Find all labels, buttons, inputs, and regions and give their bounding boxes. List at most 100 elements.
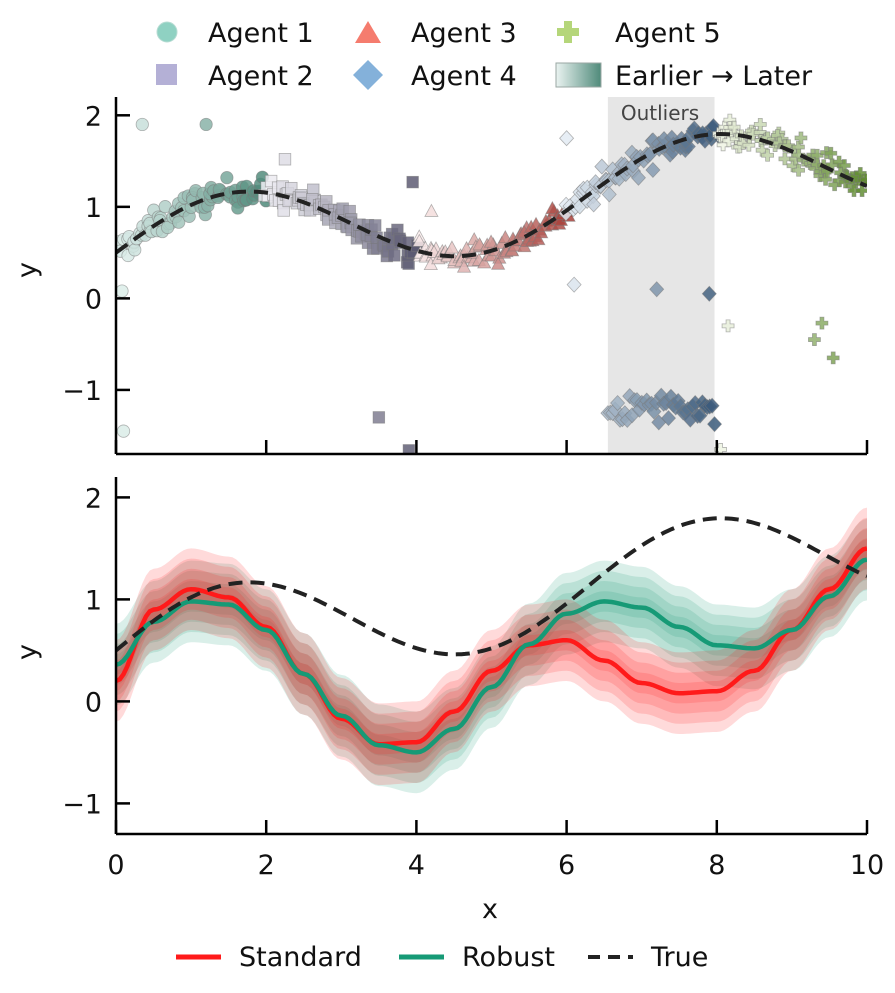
square-point xyxy=(372,411,386,424)
triangle-point xyxy=(477,255,492,269)
diamond-point xyxy=(610,394,626,412)
circle-point xyxy=(172,215,186,229)
triangle-point xyxy=(424,203,439,217)
triangle-point xyxy=(534,225,549,239)
square-point xyxy=(285,181,298,195)
diamond-point xyxy=(559,130,575,147)
outliers-label: Outliers xyxy=(621,101,699,125)
uncertainty-bands xyxy=(116,507,867,794)
plus-point xyxy=(808,333,821,346)
circle-point xyxy=(116,424,131,438)
plus-point xyxy=(855,184,867,197)
legend-label-agent-3: Agent 3 xyxy=(411,18,517,49)
true-curve xyxy=(116,131,867,259)
robust-band xyxy=(116,518,867,794)
square-point xyxy=(402,444,416,454)
square-point xyxy=(278,153,292,166)
plus-point xyxy=(826,351,840,365)
legend-label-agent-5: Agent 5 xyxy=(615,18,721,49)
circle-point xyxy=(135,117,149,132)
x-tick-label: 10 xyxy=(850,850,884,881)
legend-item-agent-4[interactable]: Agent 4 xyxy=(353,60,517,92)
diamond-marker-icon xyxy=(353,60,383,90)
circle-point xyxy=(220,171,234,185)
top-legend: Agent 1 Agent 2 Agent 3 Agent 4 Agent 5 … xyxy=(156,18,813,92)
bottom-y-axis-label: y xyxy=(12,644,43,660)
legend-label-robust: Robust xyxy=(462,942,555,973)
robust-line xyxy=(116,557,867,755)
plus-point xyxy=(761,148,775,162)
x-tick-label: 2 xyxy=(258,850,275,881)
legend-item-earlier-later[interactable]: Earlier → Later xyxy=(555,61,813,92)
circle-point xyxy=(128,243,142,257)
standard-band xyxy=(116,517,867,775)
standard-band xyxy=(116,538,867,755)
y-tick-label: −1 xyxy=(62,789,102,820)
legend-label-agent-2: Agent 2 xyxy=(208,61,314,92)
legend-item-true[interactable]: True xyxy=(588,942,708,973)
legend-item-agent-2[interactable]: Agent 2 xyxy=(156,61,314,92)
top-y-axis-label: y xyxy=(12,262,43,278)
legend-item-robust[interactable]: Robust xyxy=(399,942,555,973)
plus-point xyxy=(721,319,735,333)
standard-band xyxy=(116,507,867,785)
diamond-point xyxy=(660,410,677,427)
robust-band xyxy=(116,539,867,773)
triangle-point xyxy=(531,231,546,246)
diamond-point xyxy=(586,196,602,213)
circle-point xyxy=(160,220,175,235)
diamond-point xyxy=(645,161,661,179)
y-tick-label: 2 xyxy=(85,101,102,132)
bottom-legend: Standard Robust True xyxy=(176,942,708,973)
x-tick-label: 8 xyxy=(708,850,725,881)
y-tick-label: 1 xyxy=(85,585,102,616)
standard-line xyxy=(116,546,867,747)
plus-point xyxy=(815,316,829,330)
y-tick-label: 2 xyxy=(85,483,102,514)
x-axis-label: x xyxy=(482,894,498,925)
diamond-point xyxy=(594,158,610,175)
square-point xyxy=(388,249,401,262)
robust-band xyxy=(116,529,867,783)
x-tick-label: 4 xyxy=(408,850,425,881)
diamond-point xyxy=(630,169,646,186)
legend-item-agent-3[interactable]: Agent 3 xyxy=(355,18,517,49)
legend-label-true: True xyxy=(650,942,708,973)
square-marker-icon xyxy=(156,64,177,85)
y-tick-label: 0 xyxy=(85,687,102,718)
y-tick-label: 1 xyxy=(85,193,102,224)
plus-point xyxy=(727,120,741,134)
circle-marker-icon xyxy=(156,21,178,43)
legend-label-earlier-later: Earlier → Later xyxy=(615,61,813,92)
standard-band xyxy=(116,528,867,765)
x-tick-label: 0 xyxy=(107,850,124,881)
y-tick-label: 0 xyxy=(85,284,102,315)
y-tick-label: −1 xyxy=(62,376,102,407)
diamond-point xyxy=(706,416,723,433)
square-point xyxy=(406,175,419,189)
prediction-lines xyxy=(116,516,867,755)
plus-point xyxy=(824,146,838,160)
diamond-point xyxy=(649,281,665,298)
plus-point xyxy=(778,152,792,166)
legend-item-agent-1[interactable]: Agent 1 xyxy=(156,18,314,49)
top-axis-ticks: −1 0 1 2 xyxy=(62,101,869,454)
gradient-swatch-icon xyxy=(555,62,602,88)
plus-point xyxy=(792,163,805,177)
triangle-point xyxy=(545,200,560,215)
legend-item-standard[interactable]: Standard xyxy=(176,942,362,973)
legend-item-agent-5[interactable]: Agent 5 xyxy=(557,18,721,49)
circle-point xyxy=(116,284,129,298)
legend-label-standard: Standard xyxy=(239,942,362,973)
triangle-point xyxy=(483,234,499,248)
scatter-points xyxy=(116,113,867,454)
plus-point xyxy=(832,155,846,169)
legend-label-agent-1: Agent 1 xyxy=(208,18,314,49)
diamond-point xyxy=(701,285,717,302)
diamond-point xyxy=(566,276,582,293)
true-line xyxy=(116,516,867,657)
plus-point xyxy=(794,131,808,145)
